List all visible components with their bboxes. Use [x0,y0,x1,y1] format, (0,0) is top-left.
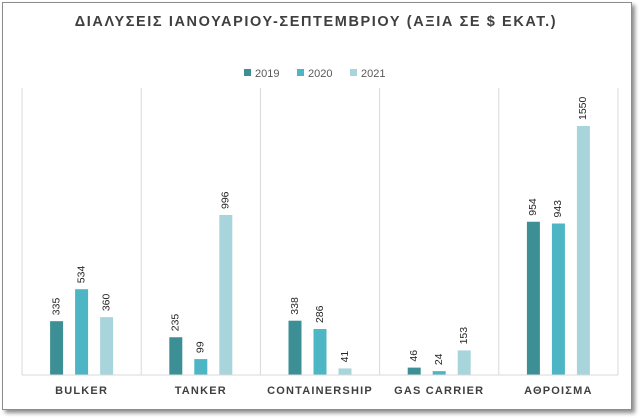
bar-2020-3 [432,371,446,375]
legend-swatch-2019 [244,69,251,76]
data-label-2019-1: 235 [170,314,182,332]
data-label-2019-0: 335 [50,298,62,316]
data-label-2020-0: 534 [75,266,87,284]
category-label: ΑΘΡΟΙΣΜΑ [524,385,592,397]
bar-2020-2 [313,329,327,375]
data-label-2020-1: 99 [195,341,207,353]
bar-2019-4 [526,221,540,375]
category-labels: BULKER TANKER CONTAINERSHIP GAS CARRIER ΑΘΡΟ… [55,385,592,397]
bar-2021-1 [219,214,233,375]
data-label-2020-3: 24 [433,353,445,365]
data-label-2019-3: 46 [408,350,420,362]
bar-2020-1 [194,359,208,375]
bar-2019-2 [288,320,302,375]
category-label: TANKER [175,385,227,397]
data-label-2021-0: 360 [100,293,112,311]
legend-label-2019: 2019 [255,68,279,80]
data-label-2019-2: 338 [289,297,301,315]
data-label-2020-2: 286 [314,305,326,323]
legend-swatch-2020 [297,69,304,76]
bar-2021-0 [100,317,114,375]
bar-2020-4 [551,223,565,375]
data-label-2021-3: 153 [458,327,470,345]
data-label-2021-1: 996 [220,191,232,209]
bar-2021-3 [457,350,471,375]
bar-2021-2 [338,368,352,375]
bar-2020-0 [75,289,89,375]
data-label-2019-4: 954 [527,198,539,216]
bars [50,126,590,375]
category-label: GAS CARRIER [394,385,484,397]
category-separators [21,88,619,375]
category-label: BULKER [55,385,108,397]
bar-2019-1 [169,337,183,375]
data-label-2020-4: 943 [552,200,564,218]
bar-2019-0 [50,321,64,375]
legend-label-2021: 2021 [361,68,385,80]
legend-swatch-2021 [350,69,357,76]
legend-label-2020: 2020 [308,68,332,80]
data-labels: 335 534 360 235 99 996 338 286 41 46 24 153 954 943 15… [50,96,589,365]
bar-2019-3 [407,367,421,375]
bar-2021-4 [576,126,590,375]
data-label-2021-2: 41 [339,351,351,363]
category-label: CONTAINERSHIP [267,385,373,397]
chart-title: ΔΙΑΛΥΣΕΙΣ ΙΑΝΟΥΑΡΙΟΥ-ΣΕΠΤΕΜΒΡΙΟΥ (ΑΞΙΑ Σ… [74,14,558,30]
data-label-2021-4: 1550 [577,96,589,120]
legend: 2019 2020 2021 [244,68,385,80]
